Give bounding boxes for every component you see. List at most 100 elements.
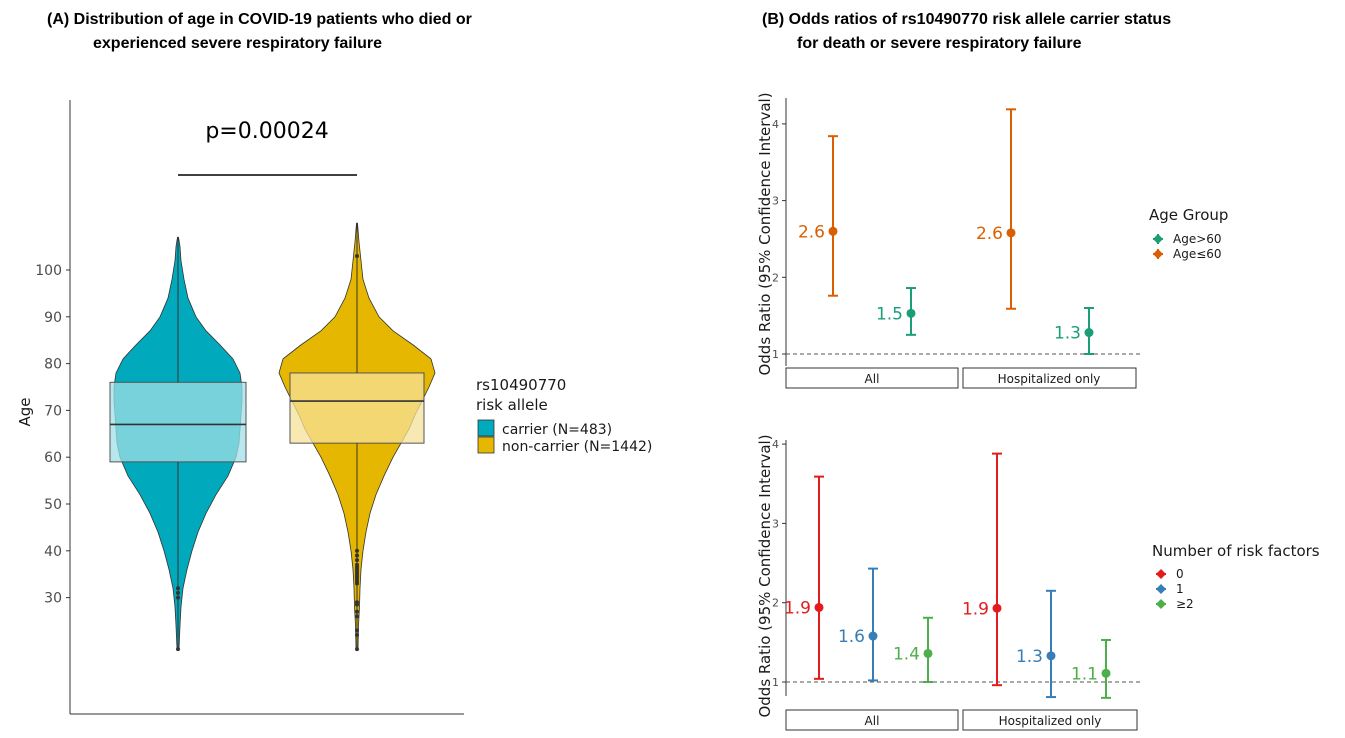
legend-key-diamond-b1-1 [1153,249,1163,259]
panel-b-age-group-chart: Odds Ratio (95% Confidence Interval) 1 2 3… [756,92,1140,389]
panel-b1-legend-title: Age Group [1149,206,1228,224]
panel-b1-marks: 1.5 1.3 2.6 2.6 [798,108,1094,355]
panel-b1-point-s1-f0 [828,226,838,236]
panel-b2-facet-strip-hospitalized [962,709,1138,731]
legend-label-age-gt60: Age>60 [1173,232,1222,246]
legend-label-carrier: carrier (N=483) [502,422,612,438]
panel-b2-legend: Number of risk factors 0 1 ≥2 [1152,542,1320,611]
violin-0-outlier-1 [176,586,180,591]
violin-0-box [109,381,247,463]
panel-b1-tick-label-4: 4 [772,118,779,131]
panel-b2-facet-strip-all [785,709,959,731]
panel-b2-legend-title: Number of risk factors [1152,542,1320,560]
panel-b1-value-label-s1-f1: 2.6 [976,224,1003,244]
panel-b-title-line1: (B) Odds ratios of rs10490770 risk allel… [762,11,1171,28]
legend-label-rf1: 1 [1176,582,1184,596]
panel-b1-point-s0-f1 [1084,328,1094,338]
panel-a-violins [109,222,436,652]
panel-b2-point-s1-f1 [1046,651,1056,661]
panel-b2-point-s2-f0 [923,648,933,658]
panel-b2-value-label-s0-f0: 1.9 [784,598,811,618]
legend-swatch-noncarrier [477,436,495,454]
panel-b1-point-s0-f0 [906,308,916,318]
panel-b1-value-label-s0-f0: 1.5 [876,304,903,324]
panel-a-tick-label-70: 70 [44,403,62,419]
violin-1-box [289,372,425,444]
panel-b2-y-axis-label: Odds Ratio (95% Confidence Interval) [756,434,774,717]
panel-a-tick-label-60: 60 [44,450,62,466]
violin-1-outlier-2 [355,558,359,563]
panel-b2-tick-label-4: 4 [772,438,779,451]
violin-0-outlier-2 [176,595,180,600]
panel-b1-y-ticks: 1 2 3 4 [772,118,786,361]
panel-a-legend-title-line2: risk allele [476,396,548,414]
violin-1-outlier-13 [355,602,359,607]
panel-b2-tick-label-1: 1 [772,676,779,689]
legend-key-diamond-b2-1 [1156,584,1166,594]
legend-key-diamond-b1-0 [1153,234,1163,244]
panel-b1-facet-label-hospitalized: Hospitalized only [998,372,1101,386]
violin-1-outlier-1 [355,553,359,558]
legend-label-noncarrier: non-carrier (N=1442) [502,439,652,455]
panel-a-tick-label-30: 30 [44,591,62,607]
panel-b2-value-label-s2-f0: 1.4 [893,644,920,664]
legend-key-diamond-b2-0 [1156,569,1166,579]
panel-b2-marks: 1.9 1.9 1.6 1.3 1.4 1.1 [784,452,1111,699]
legend-label-age-le60: Age≤60 [1173,247,1222,261]
violin-1-outlier-0 [355,548,359,553]
violin-1-outlier-11 [355,581,359,586]
legend-swatch-carrier [477,419,495,437]
panel-b2-point-s2-f1 [1101,668,1111,678]
violin-1-outlier-15 [355,614,359,619]
panel-b1-value-label-s1-f0: 2.6 [798,222,825,242]
panel-a-y-ticks: 30 40 50 60 70 80 90 100 [35,263,70,607]
panel-b2-point-s0-f1 [992,603,1002,613]
panel-b2-y-ticks: 1 2 3 4 [772,438,786,689]
panel-b2-facet-label-all: All [865,714,880,728]
panel-b1-y-axis-label: Odds Ratio (95% Confidence Interval) [756,92,774,375]
panel-a-title-line1: (A) Distribution of age in COVID-19 pati… [47,11,472,28]
panel-b-title-line2: for death or severe respiratory failure [797,35,1082,52]
panel-a-tick-label-40: 40 [44,544,62,560]
violin-1-outlier-19 [355,253,359,258]
panel-b1-tick-label-3: 3 [772,195,779,208]
panel-a-y-axis-label: Age [16,397,34,426]
panel-a-tick-label-100: 100 [35,263,62,279]
panel-a-legend-title-line1: rs10490770 [476,376,566,394]
panel-a-tick-label-80: 80 [44,357,62,373]
panel-b1-value-label-s0-f1: 1.3 [1054,324,1081,344]
p-value-annotation: p=0.00024 [205,119,328,144]
panel-b1-point-s1-f1 [1006,228,1016,238]
panel-b-risk-factors-chart: Odds Ratio (95% Confidence Interval) 1 2 3… [756,434,1140,731]
panel-b1-tick-label-1: 1 [772,348,779,361]
panel-b1-tick-label-2: 2 [772,271,779,284]
panel-b2-point-s0-f0 [814,602,824,612]
panel-a-title-line2: experienced severe respiratory failure [93,35,382,52]
legend-key-diamond-b2-2 [1156,599,1166,609]
panel-a-tick-label-90: 90 [44,310,62,326]
violin-1-outlier-18 [355,647,359,652]
panel-b1-facet-strip-all [785,367,959,389]
panel-b2-facet-label-hospitalized: Hospitalized only [999,714,1102,728]
violin-1-outlier-17 [355,633,359,638]
legend-label-rf2: ≥2 [1176,597,1194,611]
panel-b2-tick-label-2: 2 [772,597,779,610]
panel-b1-legend: Age Group Age>60 Age≤60 [1149,206,1228,261]
panel-b1-facet-label-all: All [865,372,880,386]
violin-1-outlier-14 [355,609,359,614]
panel-b2-value-label-s0-f1: 1.9 [962,599,989,619]
panel-b2-value-label-s1-f0: 1.6 [838,627,865,647]
panel-a-violin-chart: Age 30 40 50 60 70 80 90 100 p=0.00024 [16,100,464,715]
panel-b2-value-label-s2-f1: 1.1 [1071,664,1098,684]
violin-0-outlier-3 [176,647,180,652]
panel-b2-value-label-s1-f1: 1.3 [1016,647,1043,667]
panel-a-tick-label-50: 50 [44,497,62,513]
panel-b1-facet-strip-hospitalized [962,367,1137,389]
legend-label-rf0: 0 [1176,567,1184,581]
panel-a-legend: rs10490770 risk allele carrier (N=483) n… [476,376,652,455]
violin-0-outlier-0 [176,590,180,595]
panel-b2-point-s1-f0 [868,631,878,641]
violin-1-outlier-16 [355,628,359,633]
panel-b2-tick-label-3: 3 [772,517,779,530]
